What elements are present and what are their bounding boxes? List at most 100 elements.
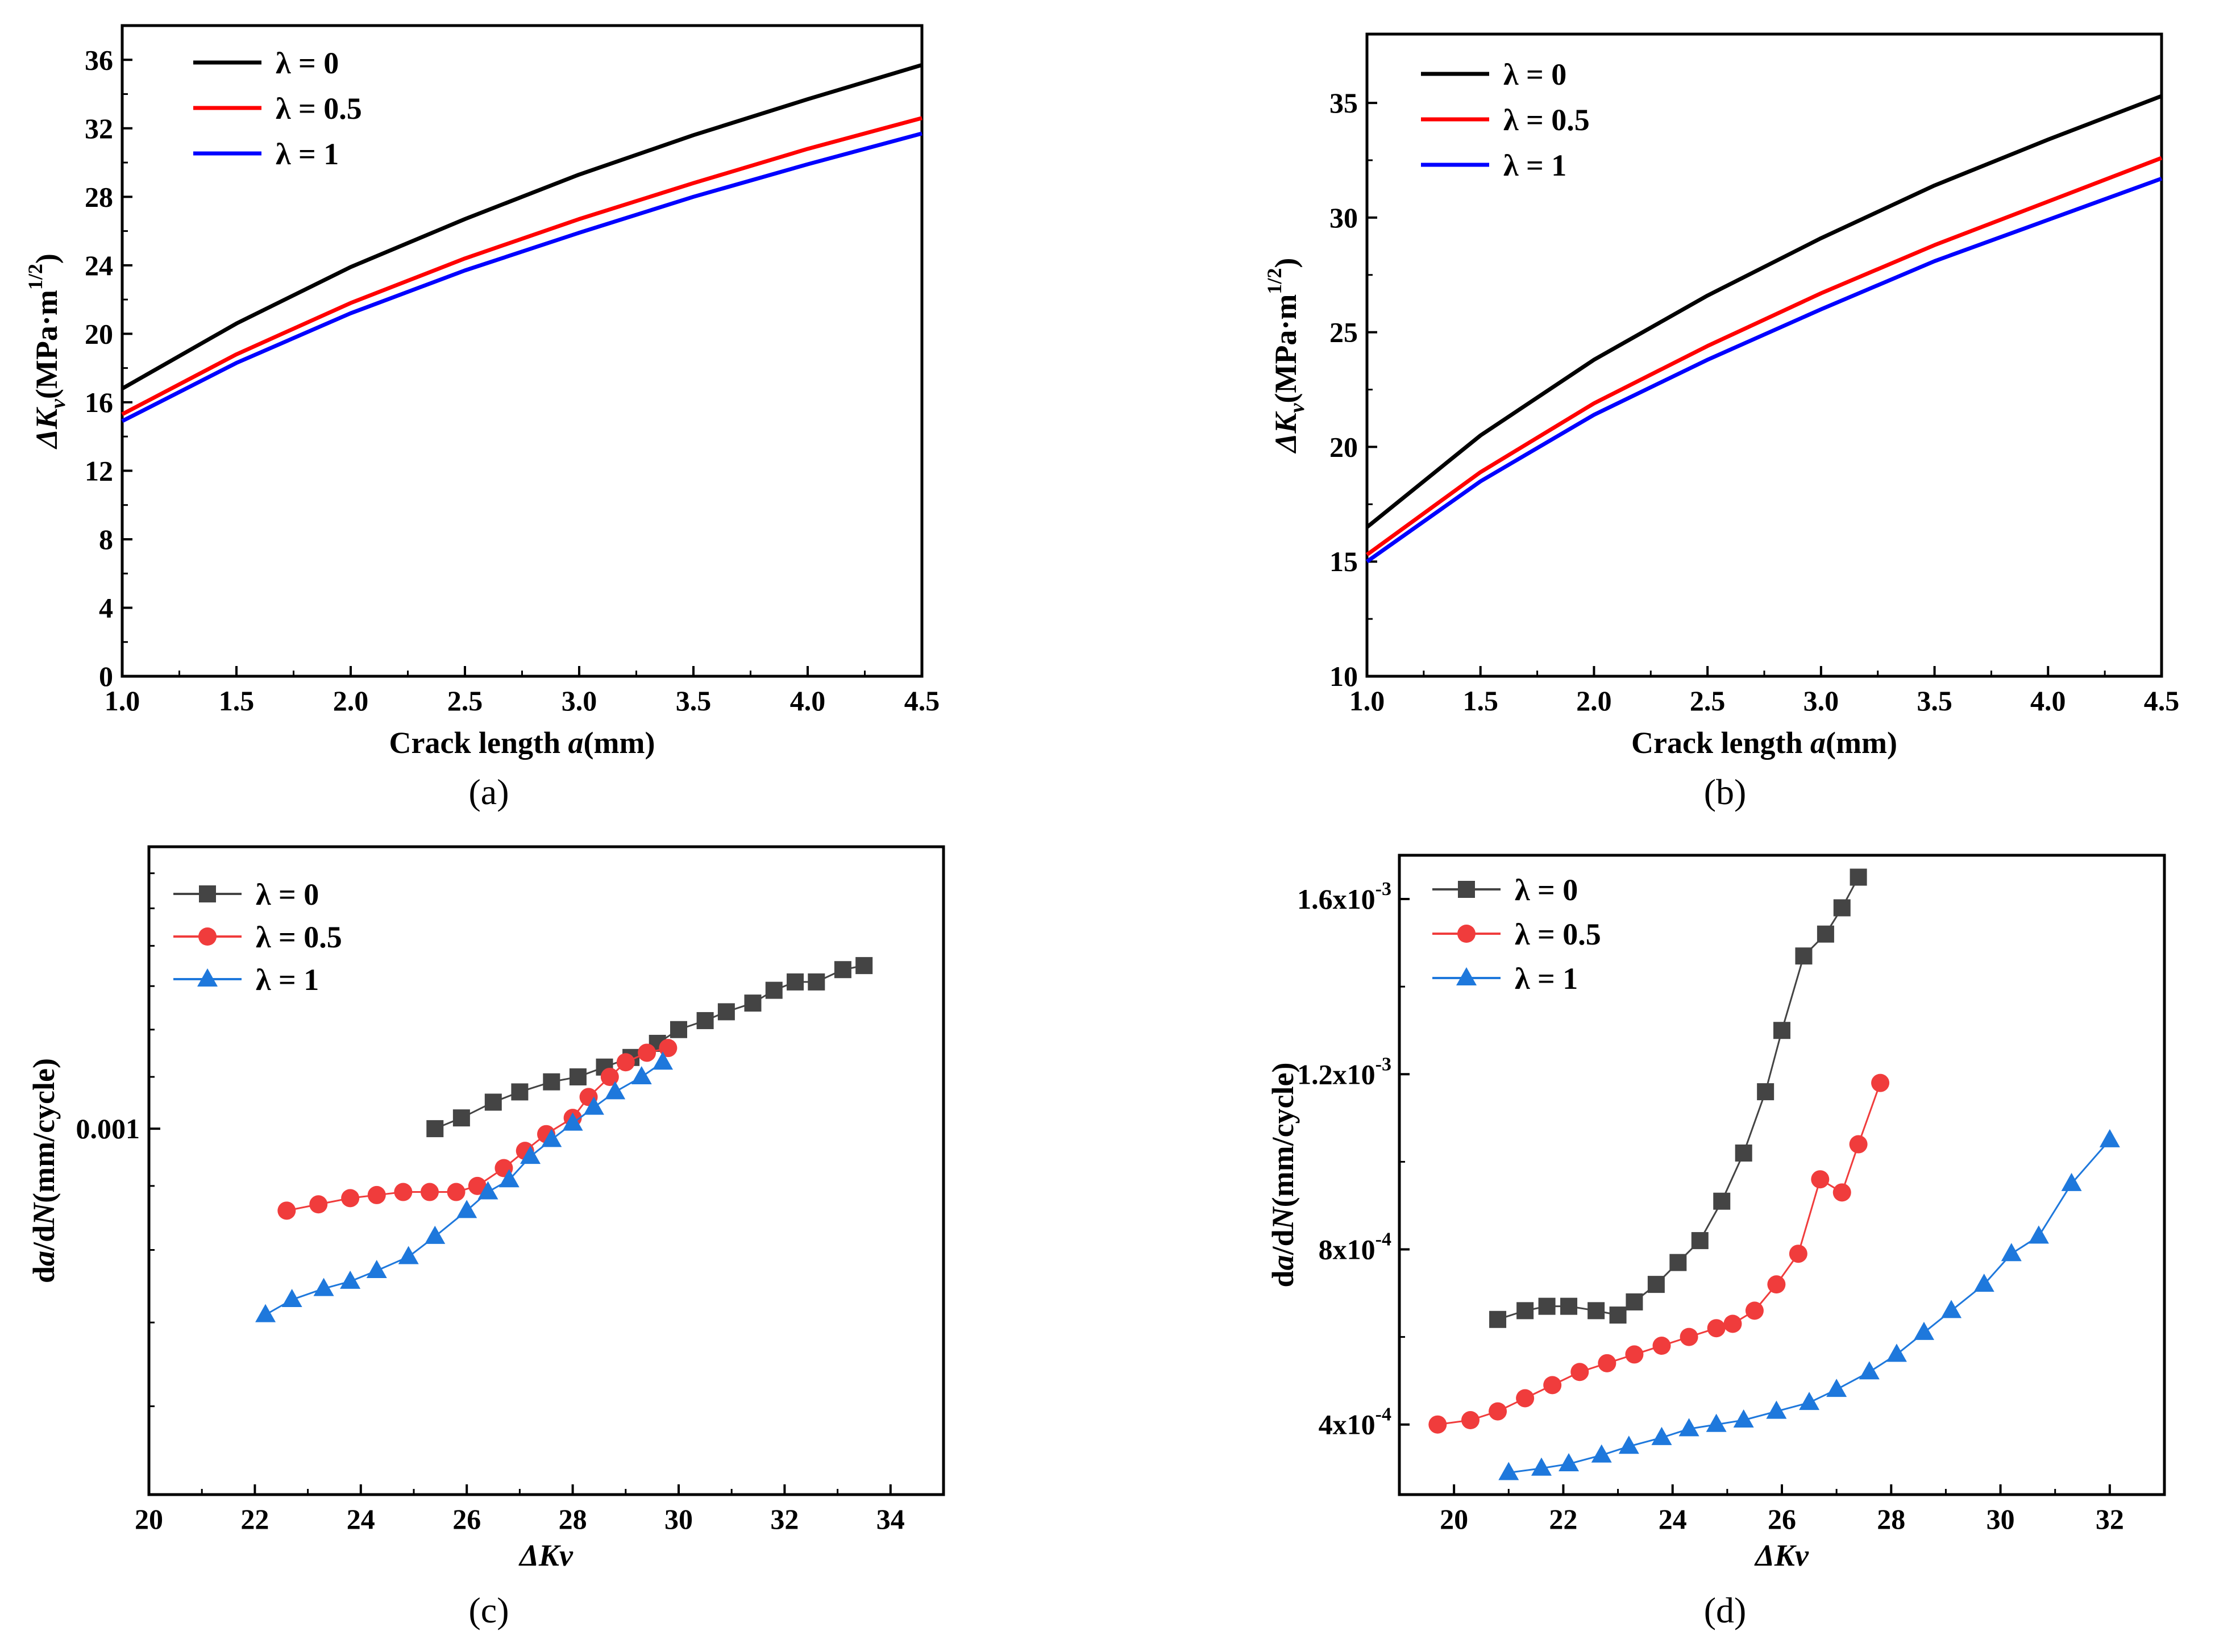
x-tick-label: 24 bbox=[1659, 1503, 1687, 1535]
data-point bbox=[1461, 1411, 1480, 1430]
x-tick-label: 3.0 bbox=[1803, 685, 1839, 717]
data-point bbox=[600, 1067, 619, 1086]
data-point bbox=[1871, 1073, 1890, 1092]
x-tick-label: 4.0 bbox=[790, 685, 826, 717]
data-point bbox=[1652, 1337, 1671, 1355]
data-point bbox=[1886, 1343, 1907, 1362]
x-tick-label: 3.5 bbox=[676, 685, 712, 717]
panel-b: 1.0 1.5 2.0 2.5 3.0 3.5 4.0 4.5 10 15 20 25 30 35 λ = … bbox=[1263, 32, 2179, 812]
y-tick-label: 28 bbox=[85, 181, 113, 213]
data-point bbox=[367, 1185, 386, 1204]
data-point bbox=[447, 1183, 466, 1201]
panel-label: (a) bbox=[468, 772, 509, 812]
data-point bbox=[1678, 1418, 1699, 1437]
y-tick-label: 36 bbox=[85, 44, 113, 76]
plot-frame bbox=[1398, 854, 2166, 1496]
data-point bbox=[1680, 1328, 1698, 1346]
x-tick-label: 20 bbox=[1440, 1503, 1468, 1535]
data-point bbox=[1795, 947, 1813, 965]
data-point bbox=[787, 973, 804, 991]
y-tick-label: 32 bbox=[85, 113, 113, 144]
legend-label: λ = 0.5 bbox=[1503, 103, 1590, 137]
legend-label: λ = 0 bbox=[276, 46, 339, 80]
data-point bbox=[484, 1093, 502, 1111]
data-point bbox=[366, 1260, 387, 1279]
data-point bbox=[1560, 1297, 1578, 1315]
y-tick-label: 25 bbox=[1329, 317, 1358, 348]
y-tick-label: 20 bbox=[1329, 431, 1358, 463]
series-line bbox=[1365, 94, 2163, 529]
series-1 bbox=[121, 63, 923, 390]
data-point bbox=[744, 994, 762, 1012]
data-point bbox=[1773, 1022, 1790, 1039]
legend-marker bbox=[1458, 881, 1475, 898]
data-point bbox=[313, 1278, 334, 1296]
data-point bbox=[808, 973, 825, 991]
x-tick-label: 4.5 bbox=[904, 685, 940, 717]
legend-marker bbox=[199, 885, 216, 902]
y-tick-label: 30 bbox=[1329, 202, 1358, 234]
series-2 bbox=[1428, 1073, 1890, 1434]
data-point bbox=[1757, 1083, 1775, 1101]
data-point bbox=[1598, 1354, 1616, 1372]
x-tick-label: 1.5 bbox=[219, 685, 255, 717]
x-tick-label: 1.0 bbox=[1349, 685, 1385, 717]
data-point bbox=[426, 1120, 444, 1138]
series-2 bbox=[121, 116, 922, 417]
data-point bbox=[1618, 1435, 1639, 1454]
data-point bbox=[543, 1073, 560, 1091]
data-point bbox=[1941, 1300, 1962, 1318]
data-point bbox=[2099, 1129, 2120, 1147]
data-point bbox=[1588, 1302, 1605, 1320]
data-point bbox=[631, 1066, 652, 1084]
series-3 bbox=[1498, 1129, 2120, 1480]
y-tick-label: 15 bbox=[1329, 546, 1358, 577]
series-2 bbox=[277, 1039, 678, 1220]
x-axis-label: ΔKv bbox=[1754, 1538, 1809, 1572]
y-tick-label: 20 bbox=[85, 318, 113, 349]
series-line bbox=[121, 131, 922, 423]
legend-marker bbox=[1456, 967, 1477, 985]
data-point bbox=[255, 1304, 276, 1322]
x-tick-label: 2.0 bbox=[333, 685, 369, 717]
x-axis-label: Crack length a(mm) bbox=[389, 726, 655, 760]
data-point bbox=[340, 1270, 361, 1289]
data-point bbox=[1733, 1409, 1754, 1428]
data-point bbox=[1817, 925, 1834, 943]
panel-c: 20 22 24 26 28 30 32 34 0.001 λ = 0 λ = 0.5 λ = 1 ΔK… bbox=[27, 845, 945, 1630]
plot-frame bbox=[1365, 32, 2163, 678]
data-point bbox=[1516, 1389, 1535, 1408]
y-tick-label: 1.6x10-3 bbox=[1297, 879, 1391, 915]
data-point bbox=[717, 1003, 735, 1021]
data-point bbox=[277, 1201, 296, 1220]
panel-a: 1.0 1.5 2.0 2.5 3.0 3.5 4.0 4.5 0 4 8 12 16 20 24 28 32 3… bbox=[24, 24, 940, 812]
data-point bbox=[1691, 1232, 1709, 1250]
data-point bbox=[1973, 1274, 1994, 1292]
series-line bbox=[121, 63, 923, 390]
x-tick-label: 3.0 bbox=[562, 685, 597, 717]
data-point bbox=[1626, 1293, 1643, 1310]
series-2 bbox=[1365, 156, 2163, 556]
series-3 bbox=[1365, 176, 2163, 564]
data-point bbox=[1723, 1314, 1742, 1333]
data-point bbox=[638, 1043, 656, 1062]
panel-label: (b) bbox=[1704, 772, 1747, 812]
x-tick-label: 22 bbox=[1549, 1503, 1577, 1535]
data-point bbox=[659, 1039, 678, 1058]
x-tick-label: 4.0 bbox=[2030, 685, 2066, 717]
data-point bbox=[281, 1289, 302, 1308]
x-tick-label: 26 bbox=[452, 1503, 481, 1535]
legend-label: λ = 0 bbox=[256, 877, 319, 912]
data-point bbox=[653, 1051, 674, 1070]
data-point bbox=[425, 1225, 446, 1244]
panel-label: (d) bbox=[1704, 1590, 1747, 1630]
y-axis-label: da/dN(mm/cycle) bbox=[27, 1058, 61, 1283]
data-point bbox=[398, 1246, 419, 1264]
data-point bbox=[1498, 1462, 1519, 1480]
y-axis-label: da/dN(mm/cycle) bbox=[1266, 1063, 1300, 1288]
data-point bbox=[616, 1053, 635, 1072]
data-point bbox=[1913, 1321, 1934, 1340]
legend-label: λ = 0 bbox=[1515, 873, 1578, 907]
y-tick-label: 12 bbox=[85, 455, 113, 486]
